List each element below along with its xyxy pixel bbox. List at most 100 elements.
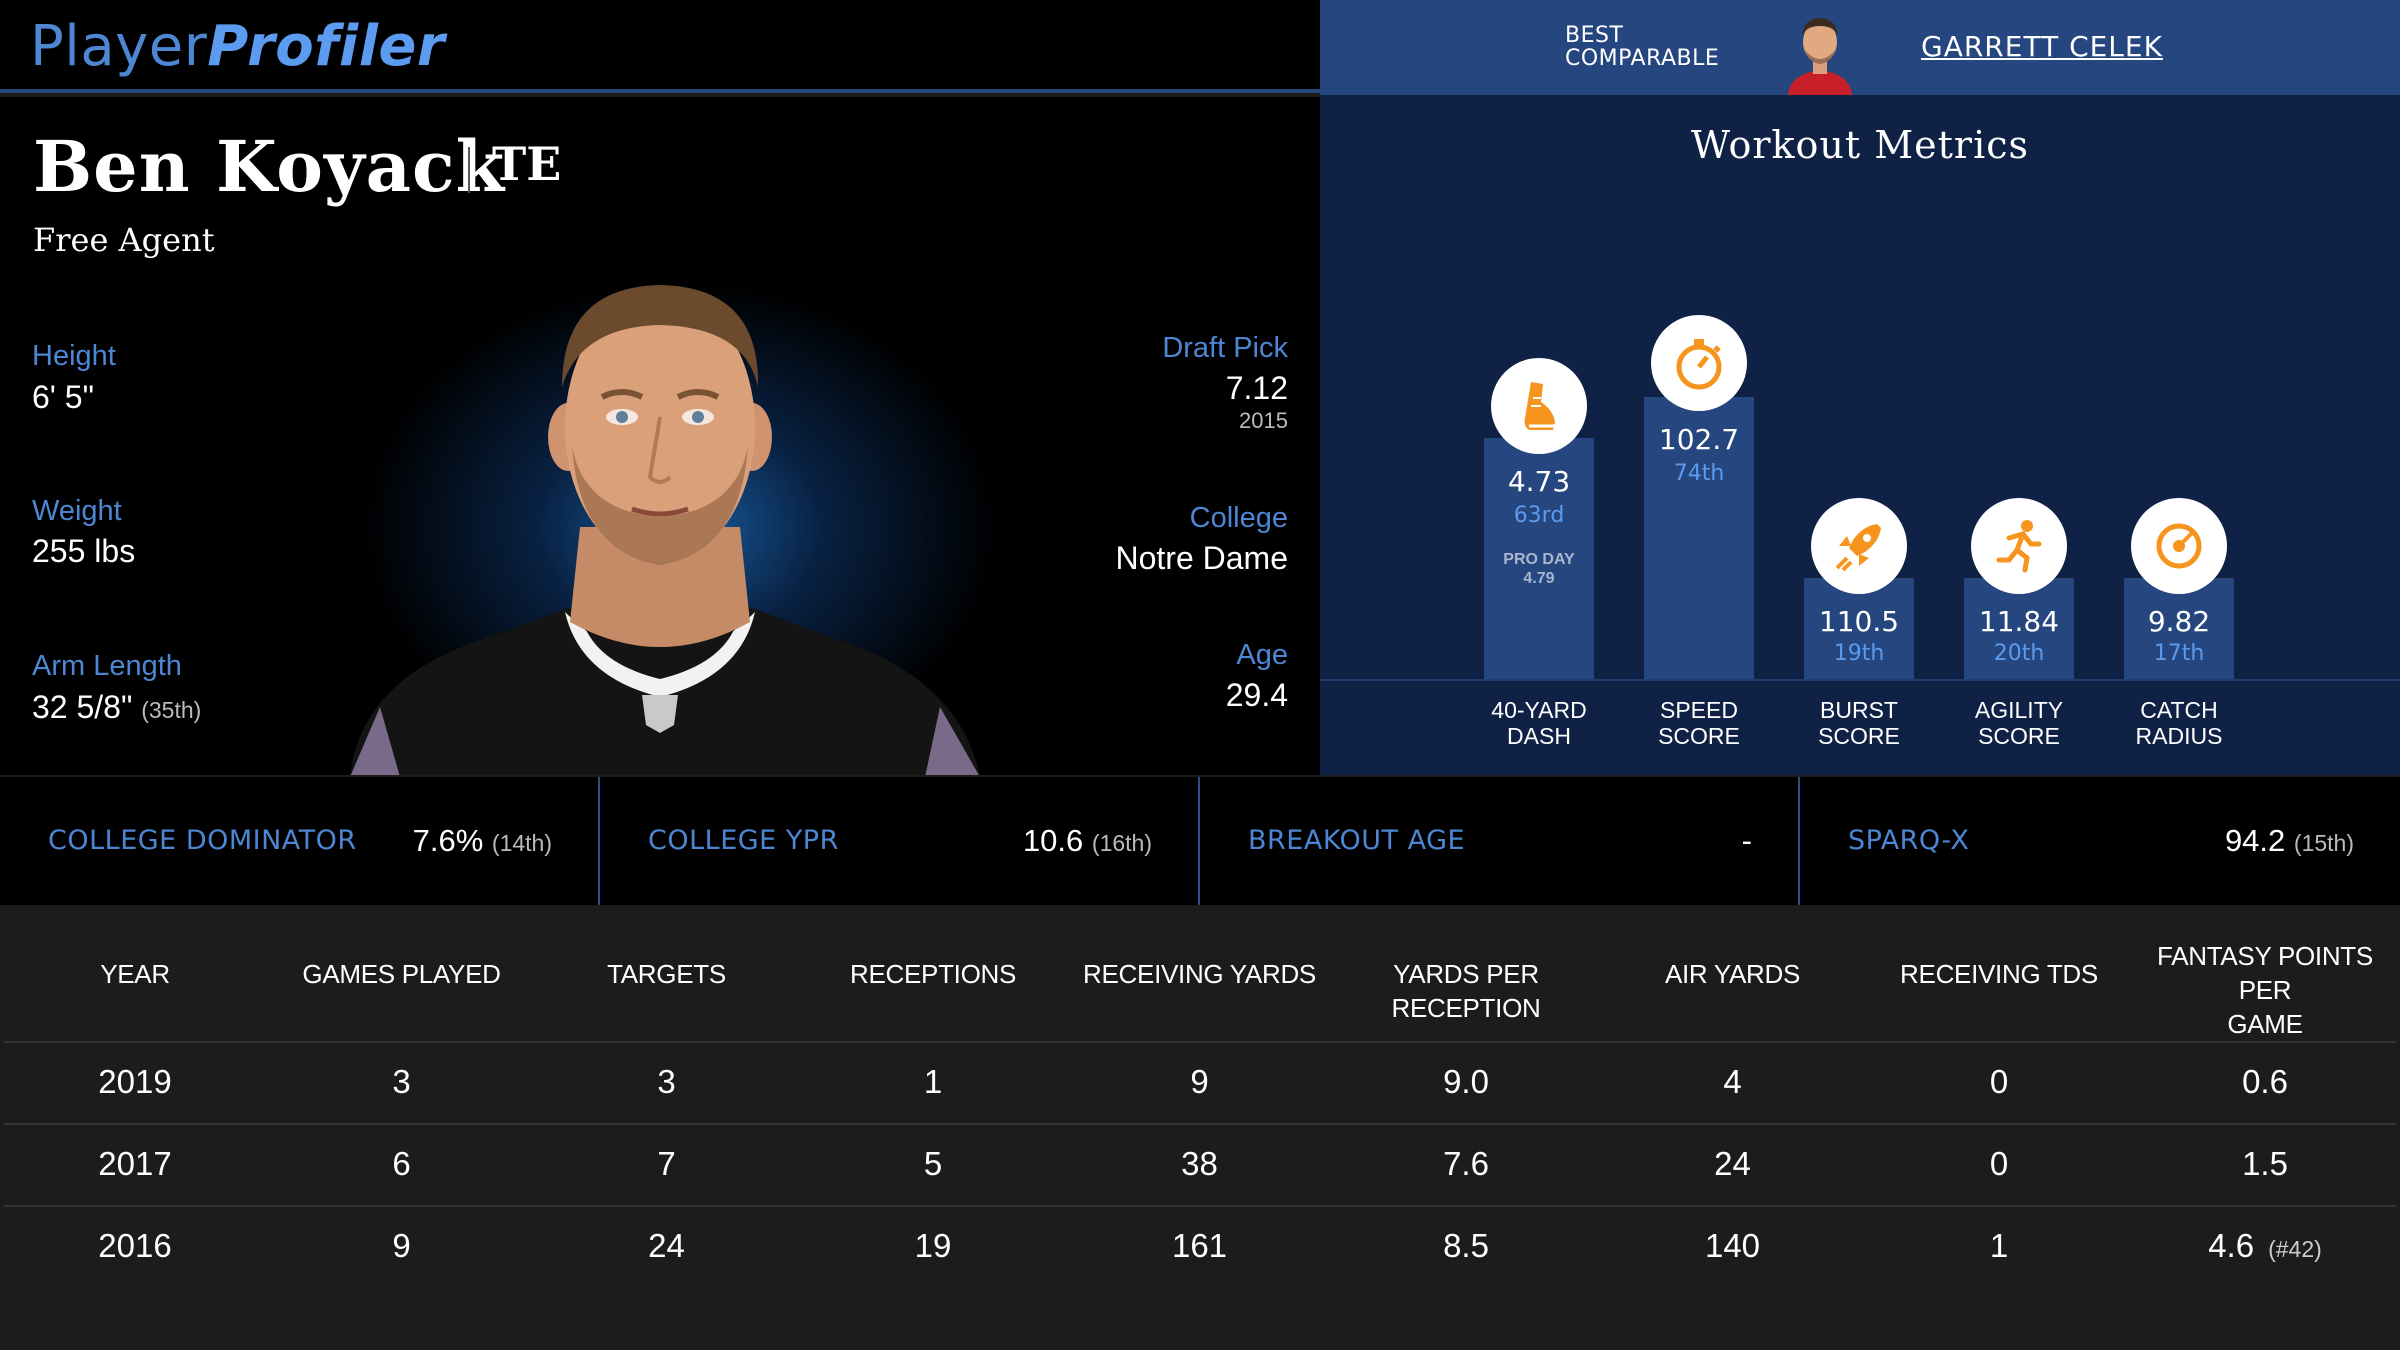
- agility-score-percentile: 20th: [1993, 641, 2045, 666]
- logo-text-player: Player: [30, 14, 208, 79]
- col-receptions[interactable]: RECEPTIONS: [849, 959, 1017, 989]
- col-air-yards[interactable]: AIR YARDS: [1664, 959, 1801, 989]
- college-ypr-label: COLLEGE YPR: [648, 825, 839, 856]
- cell-year: 2016: [98, 1227, 172, 1264]
- table-header: YEAR GAMES PLAYED TARGETS RECEPTIONS REC…: [0, 907, 2400, 1041]
- col-fantasy-points-line2: GAME: [2227, 1009, 2303, 1039]
- arm-length-label: Arm Length: [32, 650, 182, 682]
- cell-air-yards: 24: [1714, 1145, 1751, 1182]
- advanced-stats-strip: COLLEGE DOMINATOR 7.6% (14th) COLLEGE YP…: [0, 777, 2400, 905]
- college-dominator-number: 7.6%: [412, 823, 484, 858]
- sparq-cell[interactable]: SPARQ-X 94.2 (15th): [1800, 777, 2400, 905]
- player-name: Ben Koyack: [33, 125, 506, 208]
- cell-fppg-value: 4.6: [2208, 1227, 2255, 1264]
- catch-radius-value: 9.82: [2147, 605, 2211, 638]
- draft-pick-value: 7.12: [1225, 370, 1288, 406]
- forty-yard-name-line2: DASH: [1507, 723, 1571, 749]
- college-ypr-cell[interactable]: COLLEGE YPR 10.6 (16th): [600, 777, 1198, 905]
- adv-divider: [1198, 777, 1200, 905]
- cell-year: 2017: [98, 1145, 172, 1182]
- cell-games: 3: [392, 1063, 411, 1100]
- arm-length-number: 32 5/8": [32, 689, 133, 725]
- table-row[interactable]: 2016 9 24 19 161 8.5 140 1 4.6 (#42): [0, 1207, 2400, 1287]
- speed-score-name-line1: SPEED: [1660, 697, 1738, 723]
- col-games-played[interactable]: GAMES PLAYED: [302, 959, 501, 989]
- burst-score-bar[interactable]: [1804, 578, 1914, 679]
- cell-yards: 9: [1190, 1063, 1209, 1100]
- pro-day-label: PRO DAY: [1503, 551, 1575, 568]
- player-hero: Ben Koyack TE Free Agent Height 6' 5" We…: [0, 97, 1320, 775]
- speed-score-bar[interactable]: [1644, 397, 1754, 679]
- player-position: TE: [492, 137, 562, 191]
- cell-tds: 0: [1989, 1145, 2009, 1182]
- agility-score-name-line1: AGILITY: [1974, 697, 2064, 723]
- cell-year: 2019: [98, 1063, 172, 1100]
- cell-games: 9: [392, 1227, 411, 1264]
- cell-fppg: 1.5: [2242, 1145, 2288, 1182]
- speed-score-name-line2: SCORE: [1658, 723, 1740, 749]
- forty-yard-name: 40-YARD DASH: [1459, 697, 1619, 749]
- cell-ypr: 8.5: [1443, 1227, 1489, 1264]
- forty-yard-bar[interactable]: [1484, 438, 1594, 679]
- college-dominator-cell[interactable]: COLLEGE DOMINATOR 7.6% (14th): [0, 777, 598, 905]
- best-comparable-label-line2: COMPARABLE: [1565, 46, 1720, 71]
- agility-score-value: 11.84: [1978, 605, 2060, 638]
- burst-score-name-line2: SCORE: [1818, 723, 1900, 749]
- table-row[interactable]: 2017 6 7 5 38 7.6 24 0 1.5: [0, 1125, 2400, 1205]
- workout-metrics-panel: Workout Metrics 4.73 63rd PRO DAY 4.79 4…: [1320, 95, 2400, 775]
- sparq-value: 94.2 (15th): [2225, 823, 2354, 859]
- runner-icon: [1971, 498, 2067, 594]
- catch-radius-name: CATCH RADIUS: [2099, 697, 2259, 749]
- best-comparable-link[interactable]: GARRETT CELEK: [1921, 30, 2163, 63]
- college-value: Notre Dame: [1115, 540, 1289, 576]
- breakout-age-label: BREAKOUT AGE: [1248, 825, 1466, 856]
- site-header: PlayerProfiler: [0, 0, 1320, 93]
- arm-length-value: 32 5/8" (35th): [32, 689, 201, 726]
- speed-score-percentile: 74th: [1673, 461, 1725, 486]
- college-ypr-value: 10.6 (16th): [1023, 823, 1152, 859]
- comparable-avatar: [1788, 18, 1852, 95]
- col-targets[interactable]: TARGETS: [607, 959, 726, 989]
- table-row[interactable]: 2019 3 3 1 9 9.0 4 0 0.6: [0, 1043, 2400, 1123]
- cell-fppg: 4.6 (#42): [2132, 1227, 2398, 1265]
- cell-ypr: 9.0: [1443, 1063, 1489, 1100]
- age-label: Age: [1236, 639, 1288, 671]
- catch-radius-bar[interactable]: [2124, 578, 2234, 679]
- speed-score-value: 102.7: [1658, 423, 1740, 456]
- college-ypr-percentile: (16th): [1091, 830, 1152, 856]
- forty-yard-value: 4.73: [1507, 465, 1571, 498]
- site-logo[interactable]: PlayerProfiler: [30, 14, 445, 79]
- forty-yard-pro-day: PRO DAY 4.79: [1484, 550, 1594, 588]
- cell-yards: 38: [1181, 1145, 1218, 1182]
- target-icon: [2131, 498, 2227, 594]
- agility-score-name: AGILITY SCORE: [1939, 697, 2099, 749]
- player-team: Free Agent: [33, 221, 215, 259]
- catch-radius-name-line1: CATCH: [2140, 697, 2218, 723]
- college-dominator-percentile: (14th): [491, 830, 552, 856]
- sparq-number: 94.2: [2224, 823, 2286, 858]
- draft-pick-label: Draft Pick: [1162, 332, 1288, 364]
- cell-fppg: 0.6: [2242, 1063, 2288, 1100]
- col-fantasy-points-line1: FANTASY POINTS PER: [2157, 941, 2373, 1005]
- college-dominator-value: 7.6% (14th): [413, 823, 552, 859]
- cell-targets: 3: [657, 1063, 676, 1100]
- burst-score-name: BURST SCORE: [1779, 697, 1939, 749]
- col-fantasy-points[interactable]: FANTASY POINTS PER GAME: [2132, 939, 2398, 1041]
- col-yards-per-reception[interactable]: YARDS PER RECEPTION: [1391, 959, 1541, 1023]
- pro-day-value: 4.79: [1523, 570, 1555, 587]
- col-receiving-tds[interactable]: RECEIVING TDS: [1900, 959, 2098, 989]
- agility-score-bar[interactable]: [1964, 578, 2074, 679]
- col-year[interactable]: YEAR: [100, 959, 170, 989]
- breakout-age-cell[interactable]: BREAKOUT AGE -: [1200, 777, 1798, 905]
- col-receiving-yards[interactable]: RECEIVING YARDS: [1083, 959, 1316, 989]
- speed-score-name: SPEED SCORE: [1619, 697, 1779, 749]
- college-label: College: [1189, 502, 1288, 534]
- height-value: 6' 5": [32, 379, 94, 415]
- row-divider: [4, 1041, 2396, 1043]
- age-value: 29.4: [1225, 677, 1288, 713]
- agility-score-name-line2: SCORE: [1978, 723, 2060, 749]
- cell-tds: 0: [1989, 1063, 2009, 1100]
- height-label: Height: [32, 340, 116, 372]
- forty-yard-percentile: 63rd: [1513, 503, 1565, 528]
- stats-table: YEAR GAMES PLAYED TARGETS RECEPTIONS REC…: [0, 907, 2400, 1350]
